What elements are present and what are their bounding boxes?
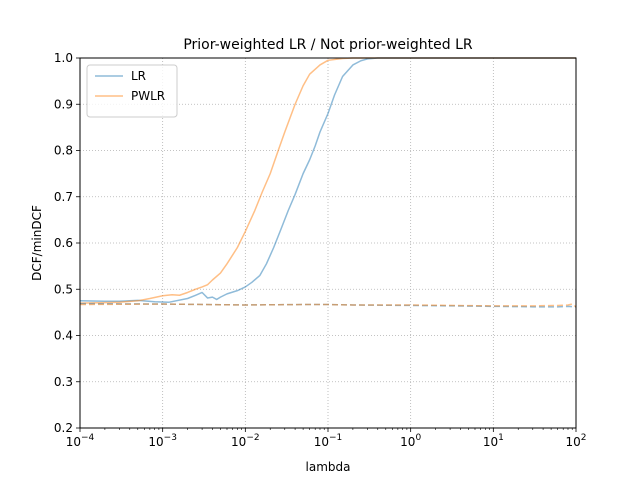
- x-axis-label: lambda: [306, 460, 351, 474]
- y-tick-label: 0.2: [54, 421, 73, 435]
- legend-label: LR: [131, 69, 146, 83]
- x-tick-label: 10−1: [314, 433, 343, 449]
- x-tick-label: 10−4: [66, 433, 95, 449]
- x-tick-label: 10−3: [148, 433, 177, 449]
- plot-series: [79, 57, 577, 308]
- y-tick-label: 1.0: [54, 51, 73, 65]
- legend-label: PWLR: [131, 89, 165, 103]
- plot-frame: [79, 57, 577, 429]
- x-tick-label: 10−2: [231, 433, 260, 449]
- x-axis: 10−4 10−3 10−2 10−1 100 101 102: [66, 428, 587, 449]
- y-tick-label: 0.4: [54, 329, 73, 343]
- y-tick-label: 0.7: [54, 190, 73, 204]
- x-tick-label: 100: [400, 433, 421, 449]
- series-line-lr: [79, 57, 576, 303]
- series-line-pwlr: [79, 57, 576, 304]
- y-axis-label: DCF/minDCF: [30, 205, 44, 281]
- y-axis: 0.2 0.3 0.4 0.5 0.6 0.7 0.8 0.9 1.0: [54, 51, 80, 435]
- y-tick-label: 0.5: [54, 282, 73, 296]
- y-tick-label: 0.8: [54, 144, 73, 158]
- y-tick-label: 0.9: [54, 97, 73, 111]
- x-tick-label: 102: [565, 433, 586, 449]
- series-line-dashed: [79, 303, 577, 308]
- y-tick-label: 0.6: [54, 236, 73, 250]
- y-tick-label: 0.3: [54, 375, 73, 389]
- x-tick-label: 101: [483, 433, 504, 449]
- legend: LR PWLR: [86, 64, 178, 118]
- legend-box: [86, 64, 178, 118]
- chart-title: Prior-weighted LR / Not prior-weighted L…: [183, 37, 473, 53]
